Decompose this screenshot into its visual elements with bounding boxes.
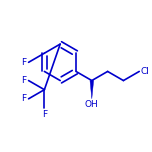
Text: F: F [42, 110, 47, 119]
Text: Cl: Cl [141, 67, 150, 76]
Polygon shape [90, 81, 94, 99]
Text: F: F [21, 58, 26, 67]
Text: F: F [21, 76, 27, 85]
Text: OH: OH [85, 100, 99, 109]
Text: F: F [21, 94, 27, 103]
